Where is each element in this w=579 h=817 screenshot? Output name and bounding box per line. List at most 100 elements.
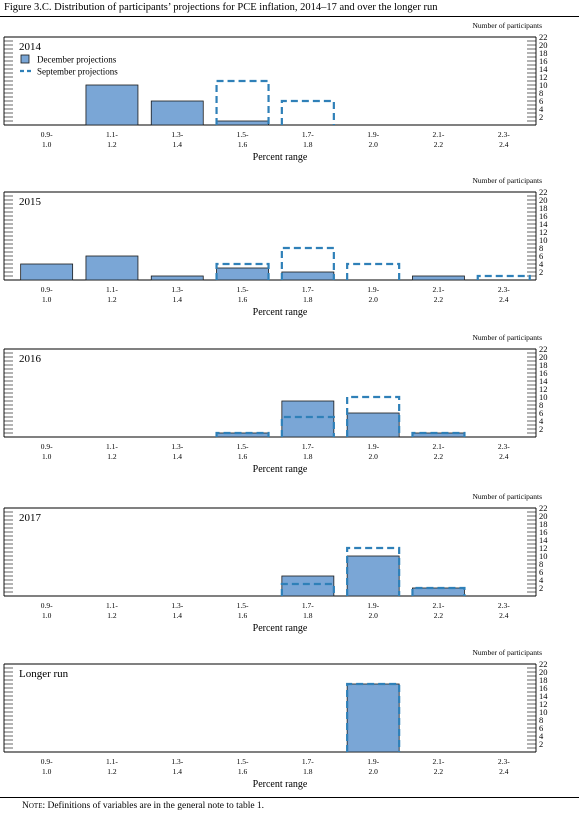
x-tick-label-top: 1.5- — [237, 601, 249, 610]
x-tick-label-bottom: 1.0 — [42, 295, 52, 304]
x-tick-label-top: 2.3- — [498, 757, 510, 766]
december-bar — [150, 100, 204, 126]
y-tick-label: 2 — [539, 583, 543, 593]
y-tick-label: 14 — [539, 535, 548, 545]
x-tick-label-bottom: 1.2 — [107, 140, 117, 149]
note-label: Note: — [22, 801, 46, 811]
x-tick-label-top: 1.7- — [302, 442, 314, 451]
y-tick-label: 6 — [539, 96, 543, 106]
september-outline — [215, 395, 466, 437]
panel-label: 2016 — [19, 353, 42, 365]
x-tick-label-top: 1.1- — [106, 130, 118, 139]
september-outline — [215, 246, 531, 280]
y-tick-label: 22 — [539, 344, 548, 354]
y-tick-label: 8 — [539, 559, 543, 569]
september-outline — [280, 546, 466, 596]
y-tick-label: 8 — [539, 88, 543, 98]
x-tick-label-bottom: 1.4 — [173, 767, 183, 776]
legend-december-label: December projections — [37, 55, 117, 65]
x-tick-label-bottom: 1.0 — [42, 452, 52, 461]
note-text: Definitions of variables are in the gene… — [45, 801, 265, 811]
y-tick-label: 4 — [539, 104, 544, 114]
y-tick-label: 16 — [539, 368, 548, 378]
y-tick-label: 20 — [539, 511, 548, 521]
x-tick-label-top: 1.1- — [106, 442, 118, 451]
x-tick-label-top: 1.1- — [106, 285, 118, 294]
x-tick-label-top: 1.7- — [302, 757, 314, 766]
y-tick-label: 20 — [539, 667, 548, 677]
x-tick-label-top: 1.9- — [367, 601, 379, 610]
x-tick-label-bottom: 2.0 — [368, 140, 378, 149]
x-tick-label-top: 1.5- — [237, 285, 249, 294]
x-tick-label-top: 2.1- — [433, 757, 445, 766]
x-tick-label-top: 1.3- — [171, 757, 183, 766]
x-tick-label-bottom: 1.6 — [238, 452, 248, 461]
x-tick-label-top: 1.9- — [367, 130, 379, 139]
december-bar — [85, 84, 139, 126]
x-tick-label-top: 2.1- — [433, 442, 445, 451]
x-tick-label-bottom: 2.4 — [499, 295, 509, 304]
y-tick-label: 2 — [539, 424, 543, 434]
x-tick-label-bottom: 2.0 — [368, 295, 378, 304]
y-tick-label: 18 — [539, 203, 548, 213]
x-tick-label-top: 1.7- — [302, 130, 314, 139]
x-tick-label-bottom: 1.0 — [42, 140, 52, 149]
x-tick-label-bottom: 1.8 — [303, 611, 313, 620]
y-tick-label: 10 — [539, 392, 548, 402]
december-bar — [346, 683, 400, 753]
figure-title: Figure 3.C. Distribution of participants… — [4, 2, 438, 13]
x-tick-label-bottom: 1.8 — [303, 295, 313, 304]
x-tick-label-bottom: 1.8 — [303, 452, 313, 461]
x-tick-label-bottom: 1.6 — [238, 295, 248, 304]
x-tick-label-top: 0.9- — [41, 130, 53, 139]
y-axis-label: Number of participants — [472, 648, 542, 657]
y-tick-label: 18 — [539, 360, 548, 370]
title-rule — [0, 16, 579, 17]
y-tick-label: 6 — [539, 567, 543, 577]
y-tick-label: 6 — [539, 251, 543, 261]
december-bar — [281, 400, 335, 438]
y-tick-label: 12 — [539, 543, 548, 553]
x-tick-label-top: 1.3- — [171, 285, 183, 294]
december-bar — [20, 263, 74, 281]
y-tick-label: 10 — [539, 551, 548, 561]
x-tick-label-bottom: 1.2 — [107, 295, 117, 304]
y-tick-label: 14 — [539, 219, 548, 229]
panel-label: 2017 — [19, 512, 42, 524]
december-bar — [216, 120, 269, 126]
x-tick-label-top: 2.3- — [498, 285, 510, 294]
x-axis-label: Percent range — [253, 779, 308, 790]
figure-note: Note: Definitions of variables are in th… — [22, 801, 264, 811]
x-tick-label-top: 0.9- — [41, 757, 53, 766]
y-tick-label: 16 — [539, 56, 548, 66]
x-tick-label-bottom: 1.8 — [303, 767, 313, 776]
x-axis-label: Percent range — [253, 623, 308, 634]
panel-label: Longer run — [19, 668, 69, 680]
x-tick-label-bottom: 2.2 — [434, 452, 444, 461]
december-bar — [412, 587, 465, 597]
x-tick-label-top: 2.1- — [433, 285, 445, 294]
y-tick-label: 22 — [539, 187, 548, 197]
x-tick-label-bottom: 1.6 — [238, 140, 248, 149]
y-tick-label: 8 — [539, 243, 543, 253]
x-tick-label-top: 1.1- — [106, 757, 118, 766]
y-tick-label: 20 — [539, 352, 548, 362]
x-tick-label-top: 2.1- — [433, 601, 445, 610]
y-tick-label: 10 — [539, 80, 548, 90]
x-tick-label-top: 1.9- — [367, 757, 379, 766]
x-tick-label-bottom: 1.0 — [42, 611, 52, 620]
x-tick-label-bottom: 1.4 — [173, 611, 183, 620]
september-outline — [215, 79, 335, 125]
x-tick-label-bottom: 1.4 — [173, 140, 183, 149]
y-tick-label: 22 — [539, 32, 548, 42]
december-bar — [150, 275, 204, 281]
y-tick-label: 18 — [539, 675, 548, 685]
december-bar — [216, 267, 269, 281]
y-tick-label: 8 — [539, 715, 543, 725]
x-tick-label-top: 2.3- — [498, 442, 510, 451]
x-axis-label: Percent range — [253, 307, 308, 318]
x-tick-label-top: 1.5- — [237, 130, 249, 139]
y-tick-label: 2 — [539, 112, 543, 122]
legend-september-label: September projections — [37, 67, 118, 77]
x-tick-label-top: 1.1- — [106, 601, 118, 610]
